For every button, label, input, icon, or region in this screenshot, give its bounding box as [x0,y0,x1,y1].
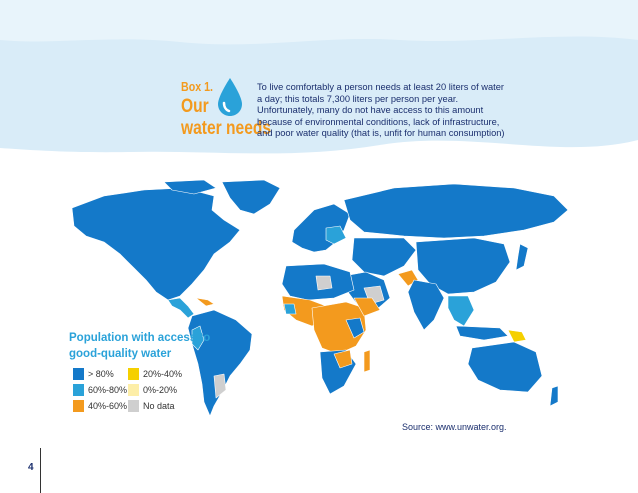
region-canada-islands [163,180,217,195]
intro-text: To live comfortably a person needs at le… [257,82,505,139]
region-south-america [187,309,253,417]
region-china [415,237,511,295]
legend-label: 20%-40% [143,369,183,379]
region-greenland [221,180,281,215]
region-indonesia [455,325,509,341]
legend-label: 40%-60% [88,401,128,411]
legend-swatch [128,400,139,412]
region-horn-africa [353,297,381,317]
legend-label: 60%-80% [88,385,128,395]
region-sahara-nodata [315,275,333,291]
region-papua [507,329,527,343]
region-central-africa [311,301,367,355]
region-caribbean [195,297,215,307]
legend-swatch [73,400,84,412]
region-southeast-asia [447,295,475,327]
region-new-zealand [549,385,559,407]
region-west-africa-coast [283,303,297,315]
region-central-asia [351,237,417,277]
water-drop-icon [218,78,242,116]
map-legend: > 80% 60%-80% 40%-60% 20%-40% 0%-20% No … [73,368,223,418]
region-russia [343,183,569,239]
source-note: Source: www.unwater.org. [402,422,507,432]
legend-label: No data [143,401,175,411]
region-east-africa [345,317,365,339]
legend-swatch [128,384,139,396]
legend-label: 0%-20% [143,385,178,395]
region-south-america-nodata [213,373,227,399]
legend-swatch [73,368,84,380]
page-number: 4 [28,462,34,473]
box-title-line1: Our [181,96,209,117]
legend-swatch [73,384,84,396]
legend-label: > 80% [88,369,114,379]
region-india [407,279,445,331]
legend-swatch [128,368,139,380]
region-central-america [167,297,195,319]
region-australia [467,341,543,393]
region-southern-africa-mid [333,349,353,369]
header-banner [0,0,638,154]
region-north-america [71,187,241,301]
page-rule [40,448,41,493]
box-label: Box 1. [181,79,213,94]
region-andes [191,325,205,351]
world-map [71,180,569,417]
region-madagascar [363,349,371,373]
region-europe-east [325,225,347,245]
region-japan [515,243,529,271]
legend-title: Population with access to good-quality w… [69,332,211,360]
box-title-line2: water needs [181,118,272,139]
